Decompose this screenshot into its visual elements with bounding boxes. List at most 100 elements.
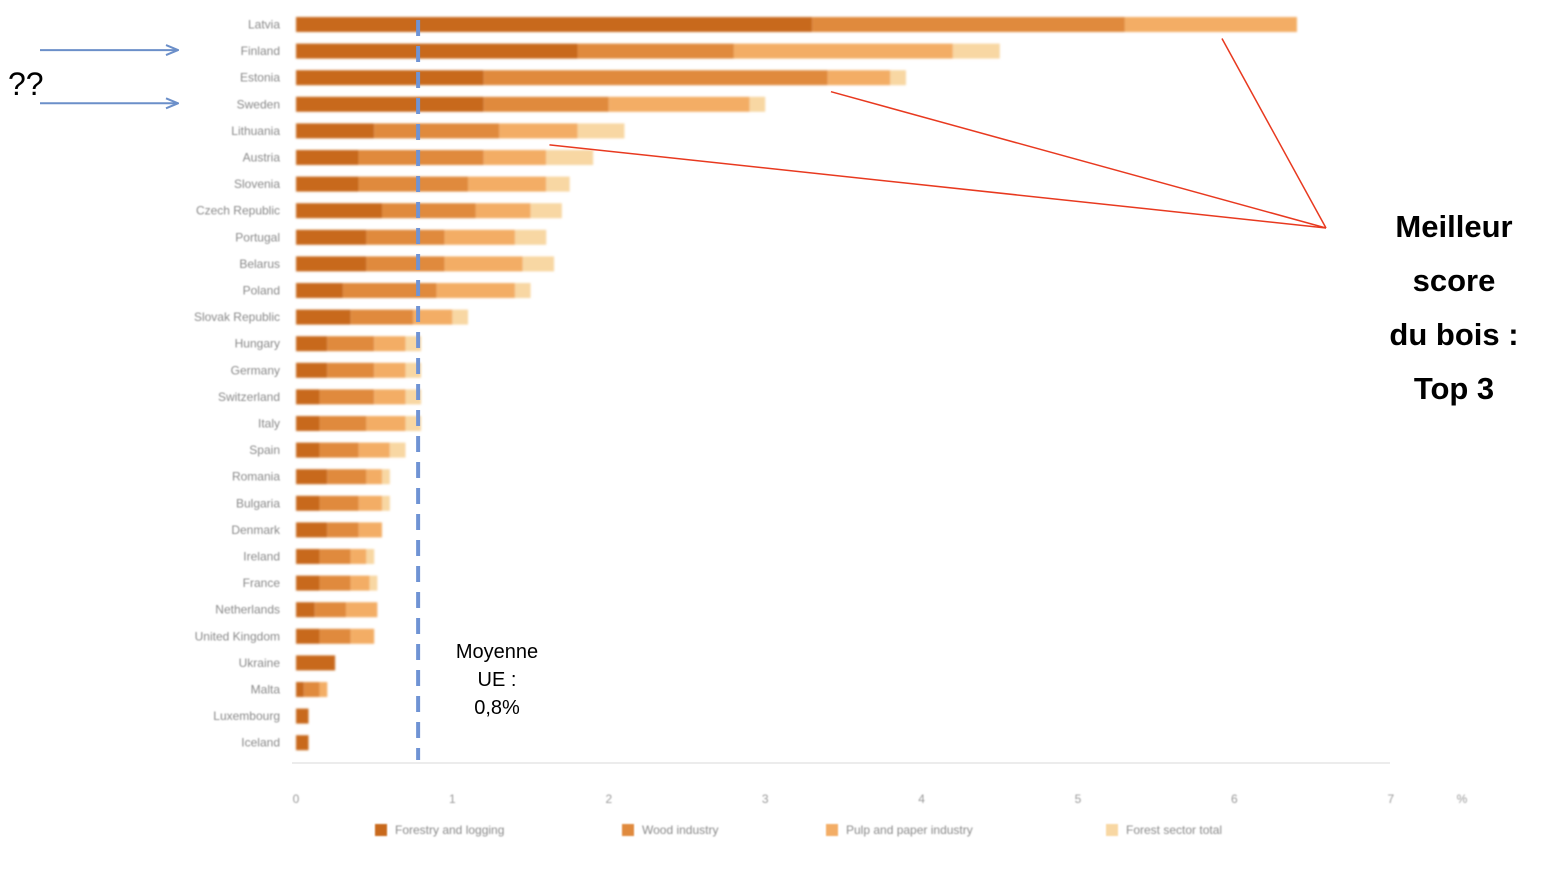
x-unit-label: % (1457, 792, 1468, 806)
x-tick-labels: 0 1 2 3 4 5 6 7 (293, 792, 1395, 806)
bar-segment-1 (296, 416, 320, 431)
bar-segment-1 (296, 602, 315, 618)
bar-segment-4 (952, 43, 1000, 59)
category-label: Slovak Republic (194, 310, 280, 324)
bar-segment-1 (296, 309, 351, 325)
category-label: Luxembourg (213, 709, 280, 723)
bar-segment-1 (296, 123, 375, 139)
bar-segment-4 (514, 229, 547, 245)
category-label: France (243, 576, 281, 590)
bar-segment-3 (350, 575, 370, 591)
category-label: Poland (243, 284, 280, 298)
x-tick-label: 7 (1387, 792, 1394, 806)
bar-segment-1 (296, 522, 328, 538)
category-label: Romania (232, 470, 280, 484)
x-tick-label: 4 (918, 792, 925, 806)
bar-segment-1 (296, 336, 328, 352)
category-label: Bulgaria (236, 496, 280, 510)
bar-segment-2 (319, 389, 375, 405)
bar-segment-1 (296, 150, 359, 165)
category-label: Switzerland (218, 390, 280, 404)
eu-average-label-line: Moyenne (455, 641, 539, 663)
category-label: Austria (243, 151, 281, 165)
legend-label: Forestry and logging (395, 823, 504, 837)
bar-segment-2 (483, 96, 609, 112)
bar-segment-2 (374, 123, 500, 139)
category-label: Latvia (248, 18, 280, 32)
category-label: Spain (249, 443, 280, 457)
bar-segment-2 (319, 628, 351, 644)
bar-segment-2 (366, 256, 445, 272)
legend-swatch (826, 824, 838, 836)
callout-lines (549, 38, 1327, 229)
bar-segment-1 (296, 70, 484, 86)
bar-segment-3 (366, 416, 406, 431)
bar-segment-1 (296, 708, 309, 724)
bar-segment-2 (382, 203, 476, 219)
category-label: Iceland (241, 736, 280, 750)
bar-segment-2 (350, 309, 414, 325)
bar-segment-2 (319, 575, 351, 591)
bar-segment-4 (577, 123, 625, 139)
category-label: Estonia (240, 71, 280, 85)
bar-segment-3 (733, 43, 953, 59)
legend-swatch (622, 824, 634, 836)
bar-segment-3 (436, 283, 515, 298)
x-tick-label: 6 (1231, 792, 1238, 806)
x-tick-label: 0 (293, 792, 300, 806)
category-label: Czech Republic (196, 204, 280, 218)
bar-segment-3 (483, 150, 547, 165)
bar-segment-1 (296, 389, 320, 405)
bar-segment-4 (522, 256, 555, 272)
category-label: Portugal (235, 230, 280, 244)
category-label: Hungary (235, 337, 280, 351)
bar-segment-1 (296, 735, 309, 751)
bar-segment-4 (546, 150, 594, 165)
category-label: Germany (231, 363, 280, 377)
bar-segment-3 (350, 549, 367, 564)
bar-segment-4 (389, 442, 406, 458)
bars-group (296, 17, 1297, 751)
bar-segment-4 (890, 70, 906, 86)
bar-segment-2 (314, 602, 347, 618)
bar-segment-2 (327, 522, 359, 538)
bar-segment-4 (452, 309, 469, 325)
bar-segment-2 (327, 469, 367, 485)
bar-segment-3 (608, 96, 750, 112)
bar-segment-3 (444, 229, 515, 245)
bar-segment-2 (327, 362, 375, 378)
bar-segment-1 (296, 203, 383, 219)
category-label: Netherlands (215, 603, 280, 617)
category-label: Denmark (231, 523, 281, 537)
callout-line: score (1412, 263, 1496, 298)
bar-segment-2 (812, 17, 1125, 32)
x-tick-label: 5 (1075, 792, 1082, 806)
eu-average-label-line: UE : (477, 669, 517, 691)
eu-average-label-line: 0,8% (474, 697, 520, 719)
category-label: Ireland (243, 550, 280, 564)
legend-label: Wood industry (642, 823, 718, 837)
bar-segment-2 (319, 416, 367, 431)
callout-line: Meilleur (1395, 209, 1513, 244)
bar-segment-2 (319, 442, 359, 458)
legend-label: Pulp and paper industry (846, 823, 973, 837)
bar-segment-4 (514, 283, 531, 298)
bar-segment-3 (358, 495, 383, 511)
bar-segment-3 (350, 628, 375, 644)
eu-average-label: Moyenne UE : 0,8% (436, 638, 558, 722)
callout-line (549, 144, 1327, 229)
bar-segment-3 (374, 389, 406, 405)
bar-segment-1 (296, 43, 578, 59)
bar-segment-1 (296, 575, 320, 591)
bar-segment-4 (366, 549, 375, 564)
arrows (40, 50, 178, 103)
bar-segment-3 (475, 203, 531, 219)
bar-segment-1 (296, 17, 813, 32)
category-label: Italy (258, 417, 280, 431)
bar-segment-3 (358, 442, 390, 458)
legend-swatch (375, 824, 387, 836)
bar-segment-3 (1124, 17, 1297, 32)
bar-segment-3 (444, 256, 523, 272)
bar-segment-3 (374, 362, 406, 378)
